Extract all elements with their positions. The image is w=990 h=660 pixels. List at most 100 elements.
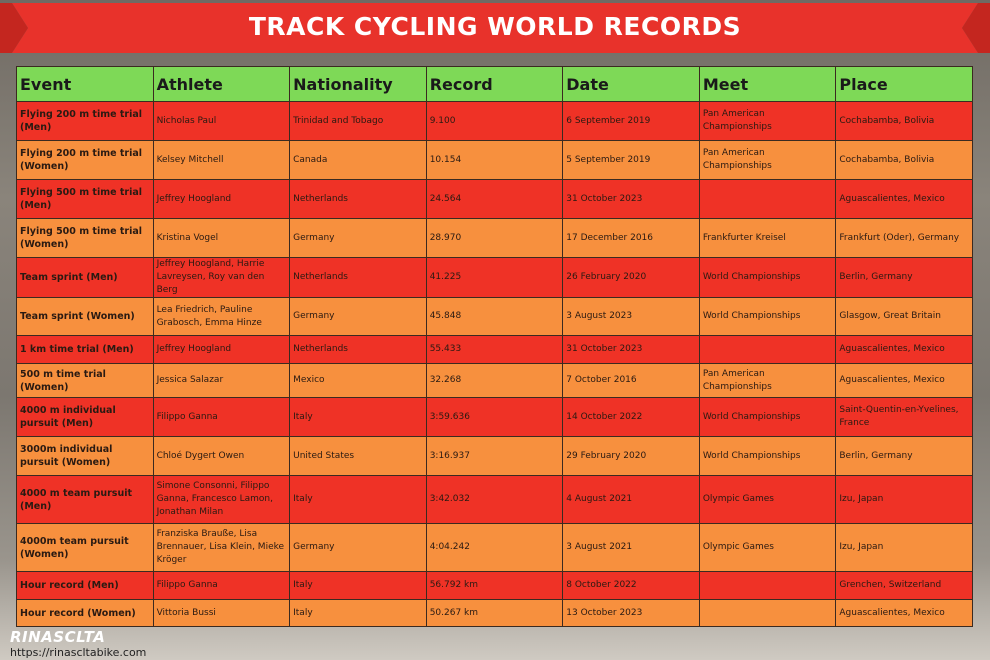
table-cell: Filippo Ganna [152, 571, 291, 600]
table-cell: 41.225 [425, 257, 564, 298]
table-cell [698, 571, 837, 600]
event-cell: Flying 500 m time trial (Men) [16, 179, 154, 219]
column-header: Meet [698, 66, 837, 102]
table-cell: Italy [289, 571, 427, 600]
column-header: Place [835, 66, 973, 102]
table-cell: 17 December 2016 [562, 218, 700, 258]
table-cell: 3:16.937 [425, 436, 564, 476]
event-cell: 3000m individual pursuit (Women) [16, 436, 154, 476]
table-cell: Kristina Vogel [152, 218, 291, 258]
table-cell: Saint-Quentin-en-Yvelines, France [835, 397, 973, 437]
table-cell: Italy [289, 599, 427, 627]
table-cell: Grenchen, Switzerland [835, 571, 973, 600]
column-header: Record [425, 66, 564, 102]
table-cell: Berlin, Germany [835, 257, 973, 298]
table-cell: Germany [289, 218, 427, 258]
table-cell: Pan American Championships [698, 140, 837, 180]
table-cell [698, 179, 837, 219]
table-cell: 10.154 [425, 140, 564, 180]
table-cell: 32.268 [425, 363, 564, 398]
table-cell: Jeffrey Hoogland, Harrie Lavreysen, Roy … [152, 257, 291, 298]
table-cell: Berlin, Germany [835, 436, 973, 476]
table-cell: 3:42.032 [425, 475, 564, 524]
table-cell: Simone Consonni, Filippo Ganna, Francesc… [152, 475, 291, 524]
table-cell: Filippo Ganna [152, 397, 291, 437]
table-cell: 14 October 2022 [562, 397, 700, 437]
table-cell: 24.564 [425, 179, 564, 219]
title: TRACK CYCLING WORLD RECORDS [248, 12, 742, 41]
table-cell: 6 September 2019 [562, 101, 700, 141]
table-cell: 3:59.636 [425, 397, 564, 437]
table-row: Hour record (Men) Filippo Ganna Italy 56.79… [16, 571, 973, 600]
header-row: Event Athlete Nationality Record Date Meet Pla… [16, 66, 973, 102]
brand-logo: RINASCLTA [10, 628, 106, 646]
table-cell: Aguascalientes, Mexico [835, 599, 973, 627]
table-cell [698, 599, 837, 627]
table-cell: Izu, Japan [835, 475, 973, 524]
table-cell: 29 February 2020 [562, 436, 700, 476]
table-cell: 5 September 2019 [562, 140, 700, 180]
event-cell: Flying 500 m time trial (Women) [16, 218, 154, 258]
table-cell: 28.970 [425, 218, 564, 258]
table-cell: Nicholas Paul [152, 101, 291, 141]
table-cell: Jeffrey Hoogland [152, 179, 291, 219]
table-cell: Cochabamba, Bolivia [835, 101, 973, 141]
table-cell: World Championships [698, 257, 837, 298]
table-cell: 3 August 2023 [562, 297, 700, 336]
website-url: https://rinascltabike.com [10, 646, 147, 659]
table-cell: Netherlands [289, 179, 427, 219]
table-row: Flying 500 m time trial (Women) Kristina … [16, 218, 973, 258]
table-cell: Mexico [289, 363, 427, 398]
column-header: Nationality [289, 66, 427, 102]
event-cell: 4000 m team pursuit (Men) [16, 475, 154, 524]
event-cell: 500 m time trial (Women) [16, 363, 154, 398]
event-cell: 4000 m individual pursuit (Men) [16, 397, 154, 437]
event-cell: Team sprint (Women) [16, 297, 154, 336]
column-header: Date [562, 66, 700, 102]
table-cell: Pan American Championships [698, 363, 837, 398]
table-cell: 9.100 [425, 101, 564, 141]
table-cell: 31 October 2023 [562, 179, 700, 219]
table-cell: 3 August 2021 [562, 523, 700, 572]
table-row: 3000m individual pursuit (Women) Chloé Dy… [16, 436, 973, 476]
table-row: Team sprint (Women) Lea Friedrich, Paulin… [16, 297, 973, 336]
table-cell: 55.433 [425, 335, 564, 364]
table-cell: Chloé Dygert Owen [152, 436, 291, 476]
table-cell: 50.267 km [425, 599, 564, 627]
table-cell: Vittoria Bussi [152, 599, 291, 627]
column-header: Event [16, 66, 154, 102]
table-cell: 13 October 2023 [562, 599, 700, 627]
table-cell: World Championships [698, 297, 837, 336]
table-cell: Cochabamba, Bolivia [835, 140, 973, 180]
table-row: Hour record (Women) Vittoria Bussi Italy 50… [16, 599, 973, 627]
table-cell: Jessica Salazar [152, 363, 291, 398]
column-header: Athlete [152, 66, 291, 102]
table-cell: Trinidad and Tobago [289, 101, 427, 141]
table-cell: 45.848 [425, 297, 564, 336]
table-cell: Aguascalientes, Mexico [835, 179, 973, 219]
table-cell: United States [289, 436, 427, 476]
table-cell: Germany [289, 297, 427, 336]
event-cell: Flying 200 m time trial (Men) [16, 101, 154, 141]
table-row: Team sprint (Men) Jeffrey Hoogland, Harri… [16, 257, 973, 298]
table-cell: Olympic Games [698, 475, 837, 524]
table-cell: Kelsey Mitchell [152, 140, 291, 180]
table-row: 4000 m team pursuit (Men) Simone Consonni… [16, 475, 973, 524]
table-row: Flying 200 m time trial (Men) Nicholas Pa… [16, 101, 973, 141]
table-cell: 7 October 2016 [562, 363, 700, 398]
table-row: 4000 m individual pursuit (Men) Filippo G… [16, 397, 973, 437]
table-cell: Netherlands [289, 335, 427, 364]
event-cell: 4000m team pursuit (Women) [16, 523, 154, 572]
table-body: Flying 200 m time trial (Men) Nicholas Pa… [16, 101, 973, 627]
table-cell: 8 October 2022 [562, 571, 700, 600]
table-cell: Glasgow, Great Britain [835, 297, 973, 336]
table-row: Flying 500 m time trial (Men) Jeffrey Hoo… [16, 179, 973, 219]
table-cell: Olympic Games [698, 523, 837, 572]
table-row: 500 m time trial (Women) Jessica Salazar M… [16, 363, 973, 398]
table-cell: Aguascalientes, Mexico [835, 335, 973, 364]
table-cell: 31 October 2023 [562, 335, 700, 364]
table-cell: Frankfurter Kreisel [698, 218, 837, 258]
table-cell: Italy [289, 475, 427, 524]
table-cell: 4:04.242 [425, 523, 564, 572]
